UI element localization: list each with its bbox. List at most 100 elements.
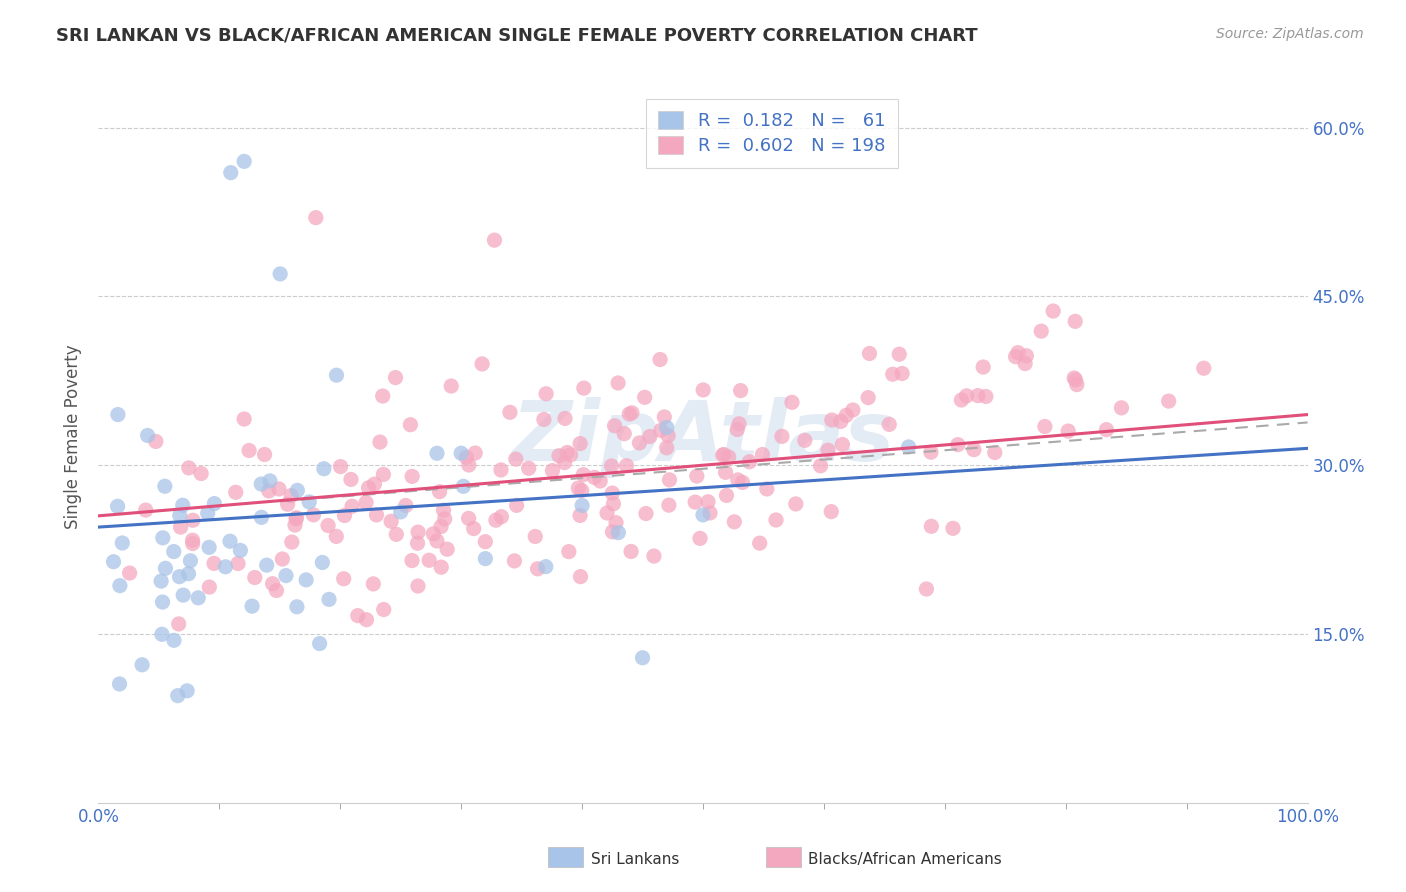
Point: [966, 388, 988, 402]
Point: [717, 450, 740, 464]
Point: [325, 529, 347, 543]
Point: [346, 608, 368, 623]
Point: [281, 535, 304, 549]
Point: [298, 495, 321, 509]
Point: [751, 448, 773, 462]
Point: [401, 553, 423, 567]
Point: [485, 513, 508, 527]
Point: [233, 154, 256, 169]
Point: [897, 440, 920, 454]
Point: [430, 519, 453, 533]
Point: [329, 459, 352, 474]
Point: [602, 524, 624, 539]
Point: [152, 531, 174, 545]
Point: [558, 544, 581, 558]
Point: [433, 512, 456, 526]
Point: [835, 409, 858, 423]
Point: [505, 499, 527, 513]
Point: [770, 429, 793, 443]
Point: [179, 554, 201, 568]
Point: [111, 536, 134, 550]
Point: [533, 412, 555, 426]
Point: [727, 473, 749, 487]
Point: [198, 541, 221, 555]
Point: [607, 376, 630, 390]
Point: [363, 477, 385, 491]
Point: [1111, 401, 1133, 415]
Point: [484, 233, 506, 247]
Point: [389, 505, 412, 519]
Point: [554, 411, 576, 425]
Point: [728, 417, 751, 431]
Point: [534, 386, 557, 401]
Point: [920, 519, 942, 533]
Point: [302, 508, 325, 522]
Legend: R =  0.182   N =   61, R =  0.602   N = 198: R = 0.182 N = 61, R = 0.602 N = 198: [645, 99, 898, 168]
Point: [963, 442, 986, 457]
Point: [406, 536, 429, 550]
Point: [555, 445, 578, 459]
Point: [842, 403, 865, 417]
Point: [259, 474, 281, 488]
Point: [613, 426, 636, 441]
Point: [505, 452, 527, 467]
Point: [765, 513, 787, 527]
Point: [457, 511, 479, 525]
Point: [243, 570, 266, 584]
Point: [730, 384, 752, 398]
Point: [602, 497, 624, 511]
Point: [107, 408, 129, 422]
Point: [600, 486, 623, 500]
Point: [308, 636, 330, 650]
Point: [723, 515, 745, 529]
Point: [430, 560, 453, 574]
Point: [955, 389, 977, 403]
Text: Source: ZipAtlas.com: Source: ZipAtlas.com: [1216, 27, 1364, 41]
Point: [280, 489, 302, 503]
Point: [471, 357, 494, 371]
Point: [603, 418, 626, 433]
Point: [198, 580, 221, 594]
Point: [432, 503, 454, 517]
Point: [312, 461, 335, 475]
Point: [274, 568, 297, 582]
Point: [363, 577, 385, 591]
Point: [108, 579, 131, 593]
Point: [463, 522, 485, 536]
Point: [166, 689, 188, 703]
Point: [569, 508, 592, 523]
Point: [725, 423, 748, 437]
Point: [399, 417, 422, 432]
Point: [333, 508, 356, 523]
Point: [942, 521, 965, 535]
Point: [1057, 424, 1080, 438]
Point: [318, 592, 340, 607]
Point: [436, 542, 458, 557]
Point: [145, 434, 167, 449]
Point: [177, 461, 200, 475]
Point: [357, 481, 380, 495]
Point: [711, 448, 734, 462]
Point: [1095, 423, 1118, 437]
Point: [571, 483, 593, 498]
Point: [238, 443, 260, 458]
Point: [150, 574, 173, 588]
Point: [503, 554, 526, 568]
Point: [820, 505, 842, 519]
Point: [655, 420, 678, 434]
Point: [354, 495, 377, 509]
Point: [457, 458, 479, 472]
Point: [406, 525, 429, 540]
Point: [600, 458, 623, 473]
Point: [450, 446, 472, 460]
Point: [596, 506, 619, 520]
Point: [831, 437, 853, 451]
Point: [271, 552, 294, 566]
Point: [567, 481, 589, 495]
Point: [366, 508, 388, 522]
Point: [1014, 357, 1036, 371]
Point: [755, 482, 778, 496]
Point: [456, 450, 478, 465]
Point: [856, 391, 879, 405]
Point: [686, 469, 709, 483]
